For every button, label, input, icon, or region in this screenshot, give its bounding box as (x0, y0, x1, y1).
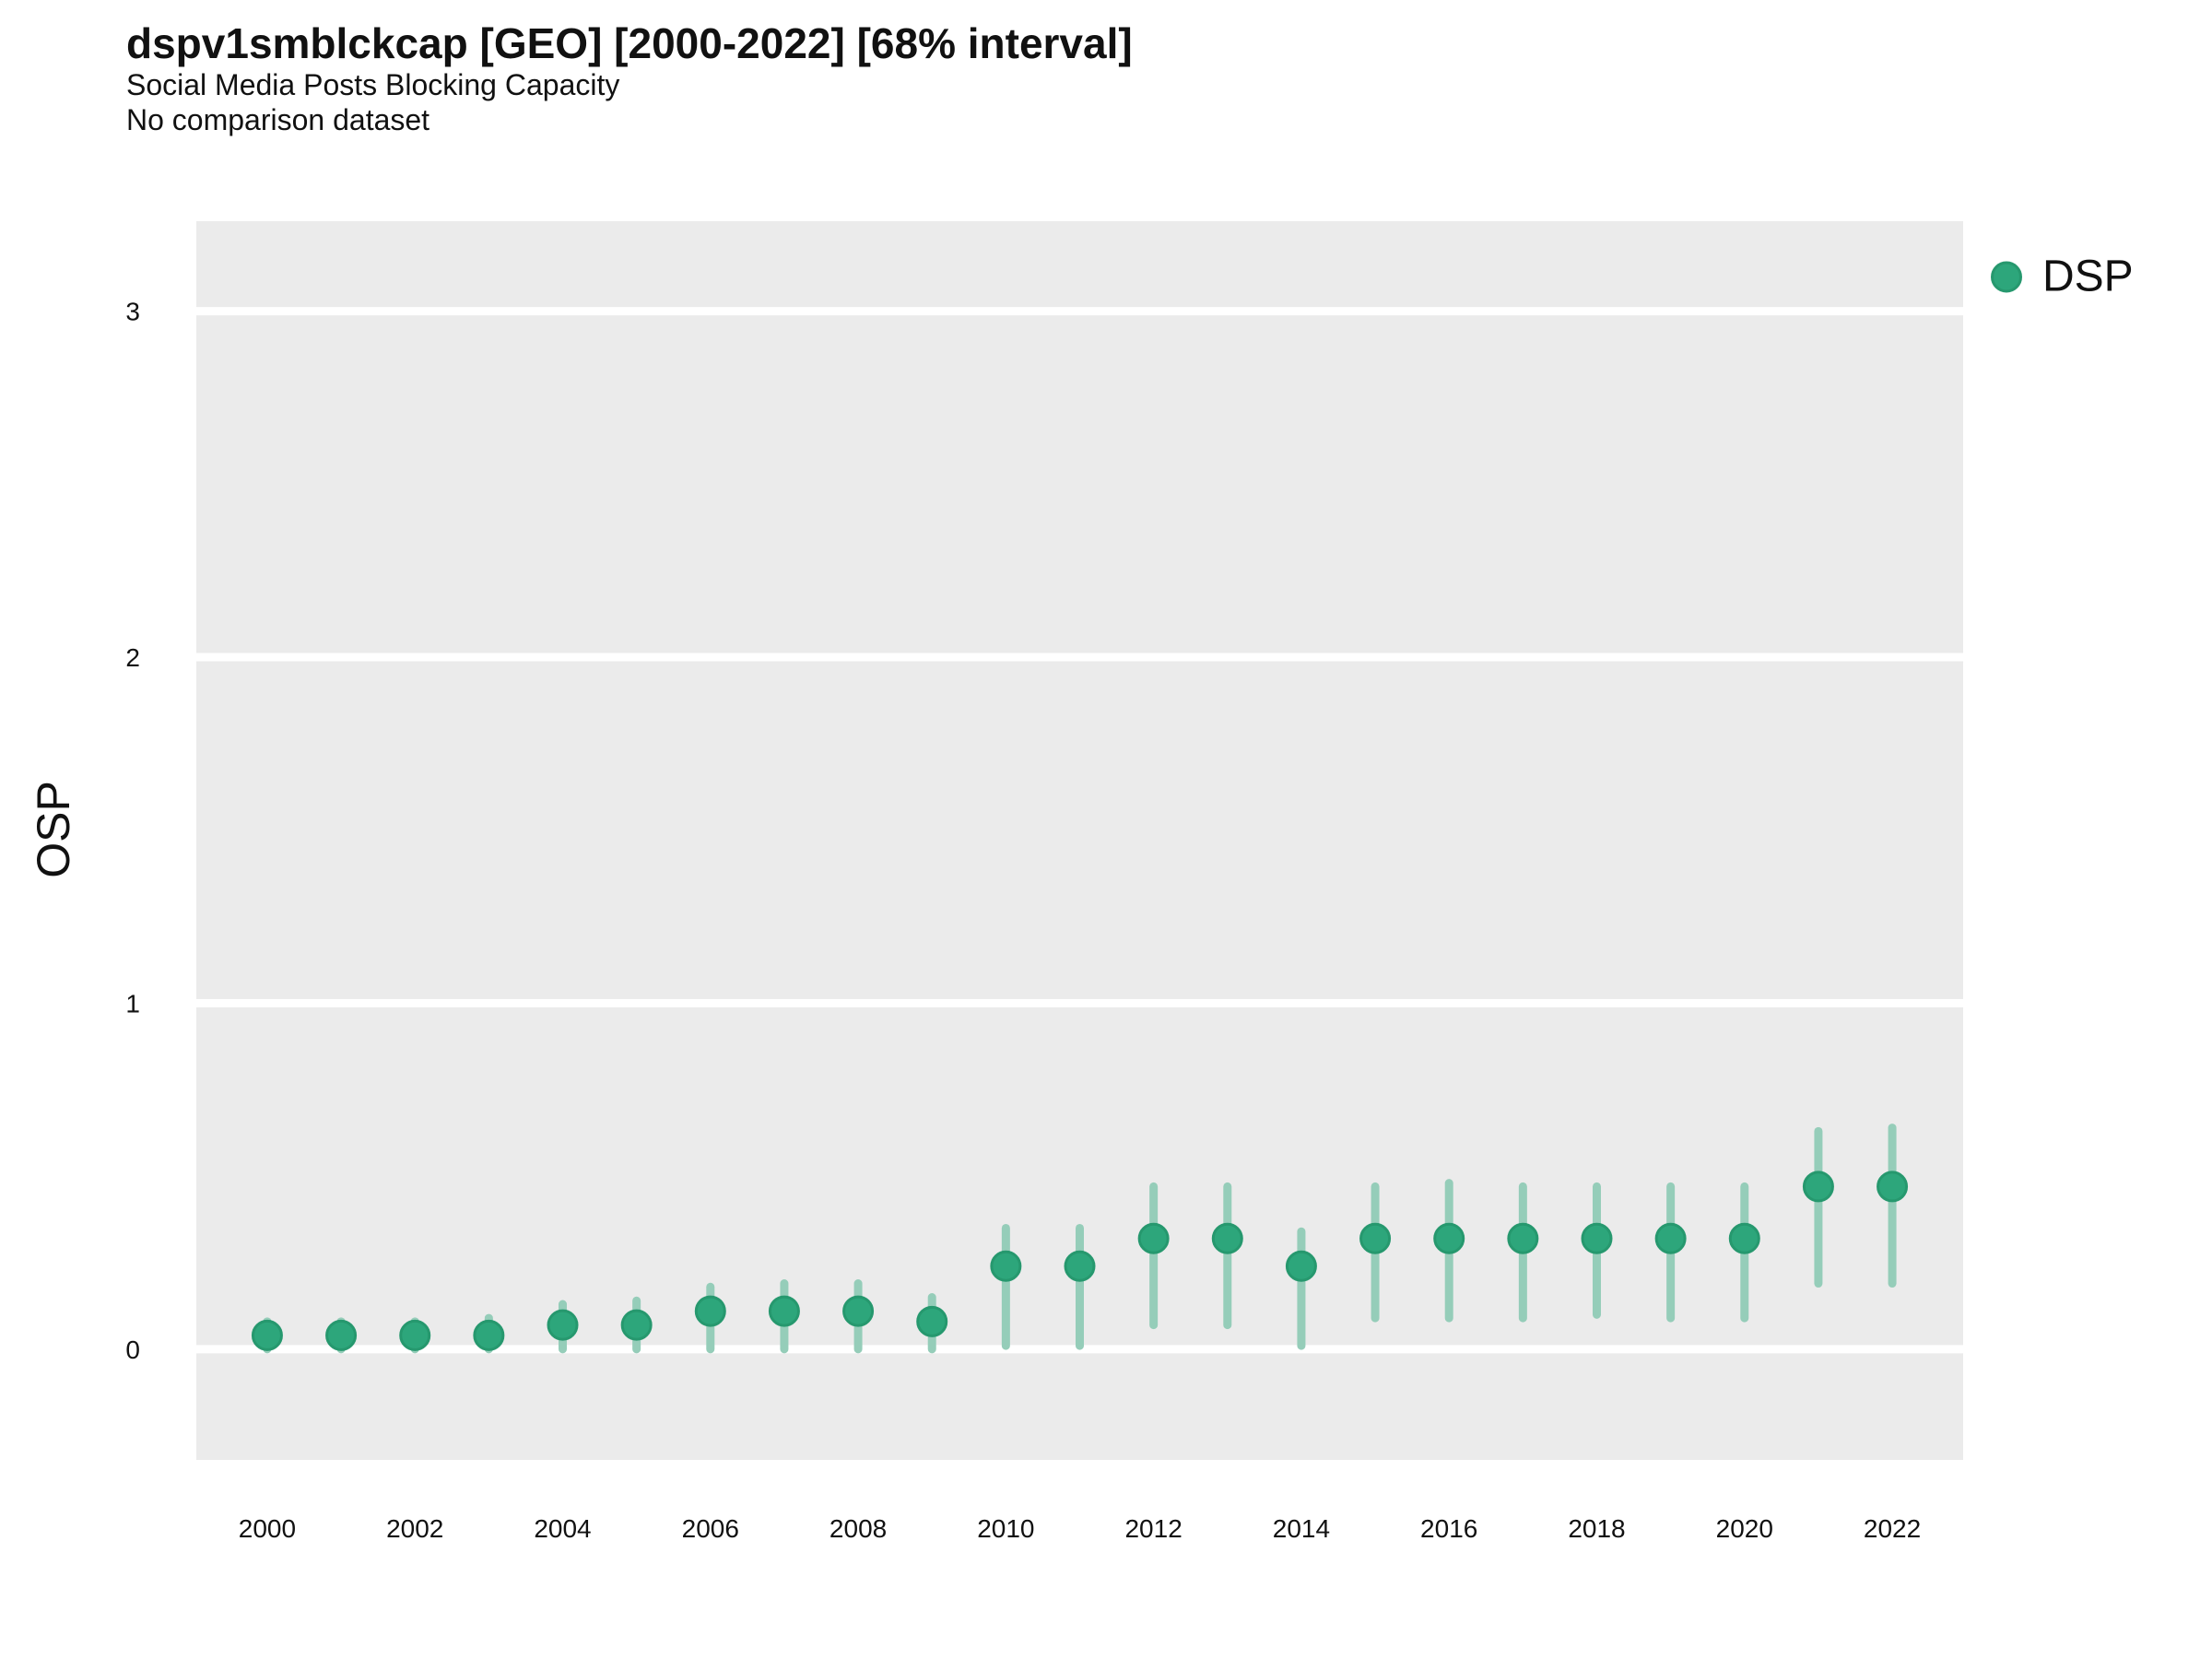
data-point (1359, 1222, 1392, 1254)
y-tick-label: 0 (125, 1335, 140, 1364)
x-tick-label: 2020 (1716, 1514, 1773, 1543)
x-tick-label: 2002 (386, 1514, 443, 1543)
data-point (325, 1319, 358, 1351)
y-tick-label: 1 (125, 989, 140, 1018)
data-point (990, 1250, 1022, 1282)
y-tick-label: 3 (125, 298, 140, 326)
chart-note: No comparison dataset (126, 103, 430, 136)
legend-label: DSP (2042, 252, 2134, 301)
chart-title: dspv1smblckcap [GEO] [2000-2022] [68% in… (126, 19, 1133, 67)
chart-subtitle: Social Media Posts Blocking Capacity (126, 68, 620, 101)
x-tick-label: 2010 (977, 1514, 1034, 1543)
data-point (1433, 1222, 1465, 1254)
data-point (473, 1319, 505, 1351)
data-point (1728, 1222, 1760, 1254)
data-point (1507, 1222, 1539, 1254)
x-tick-label: 2008 (830, 1514, 887, 1543)
data-point (916, 1305, 948, 1337)
x-tick-label: 2016 (1420, 1514, 1477, 1543)
data-point (1064, 1250, 1096, 1282)
x-tick-label: 2018 (1568, 1514, 1625, 1543)
data-point (1654, 1222, 1687, 1254)
data-point (768, 1295, 800, 1327)
data-point (1137, 1222, 1170, 1254)
data-point (1802, 1171, 1834, 1203)
x-tick-label: 2022 (1864, 1514, 1921, 1543)
legend: DSP (1991, 252, 2134, 302)
data-point (694, 1295, 726, 1327)
x-tick-label: 2004 (534, 1514, 591, 1543)
data-point (547, 1309, 579, 1341)
x-tick-label: 2006 (682, 1514, 739, 1543)
data-point (620, 1309, 653, 1341)
legend-marker-icon (1991, 261, 2022, 292)
data-point (251, 1319, 283, 1351)
y-tick-label: 2 (125, 643, 140, 672)
x-tick-label: 2012 (1124, 1514, 1182, 1543)
data-point (1581, 1222, 1613, 1254)
x-tick-label: 2000 (239, 1514, 296, 1543)
x-tick-label: 2014 (1273, 1514, 1330, 1543)
data-point (1877, 1171, 1909, 1203)
data-point (842, 1295, 875, 1327)
data-point (1285, 1250, 1317, 1282)
data-point (399, 1319, 431, 1351)
data-point (1211, 1222, 1243, 1254)
